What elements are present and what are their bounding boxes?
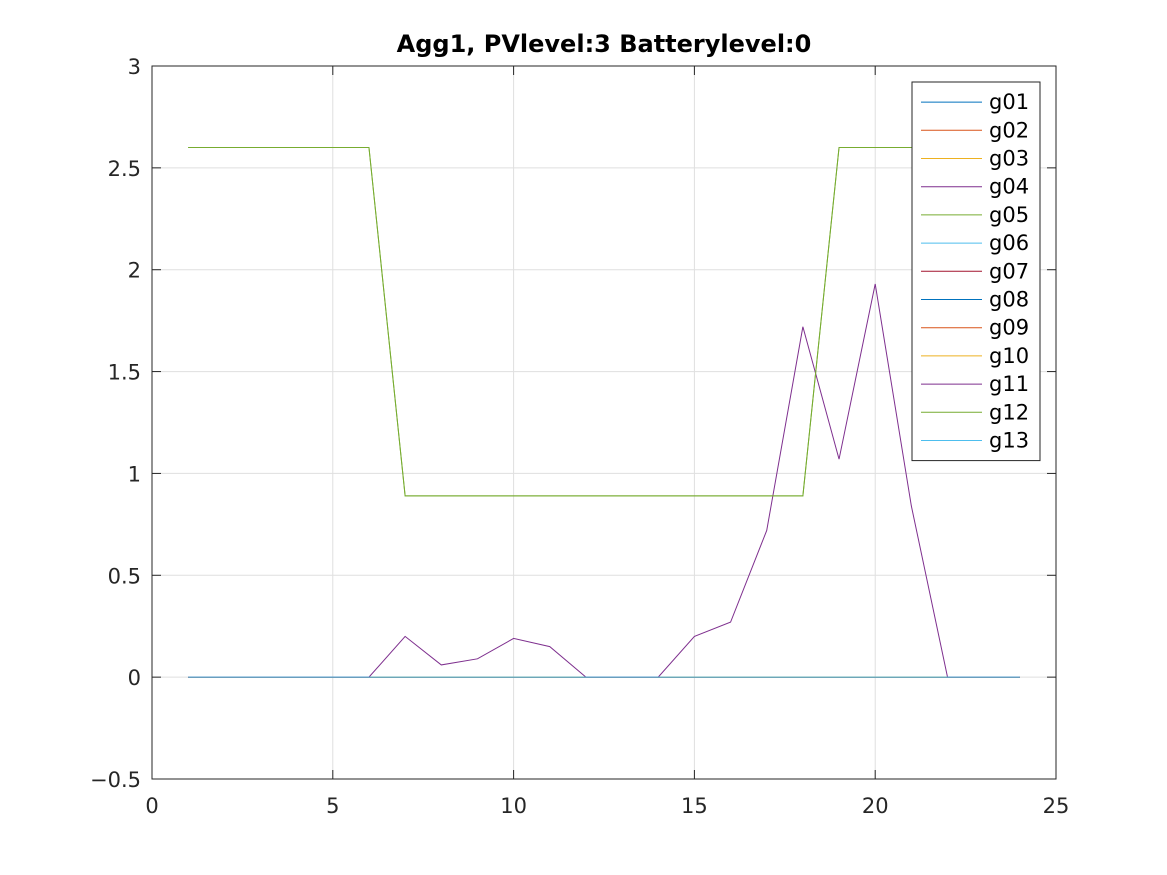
legend-label-g10: g10 [989,344,1029,368]
y-tick-label: 3 [128,55,141,79]
axes-box [151,65,1057,780]
legend-label-g04: g04 [989,175,1029,199]
series-lines [188,146,1020,678]
x-tick-label: 25 [1043,794,1070,818]
x-tick-label: 20 [862,794,889,818]
legend-label-g12: g12 [989,400,1029,424]
series-line-g05 [188,146,1020,497]
y-tick-label: 2 [128,259,141,283]
y-tick-label: 0.5 [108,564,141,588]
axes: 0 5 10 15 20 25−0.500.511.522.53 [90,55,1069,818]
y-tick-label: 1.5 [108,361,141,385]
legend-label-g03: g03 [989,147,1029,171]
legend-label-g08: g08 [989,288,1029,312]
x-tick-label: 0 [145,794,158,818]
legend-label-g09: g09 [989,316,1029,340]
legend-label-g11: g11 [989,372,1029,396]
legend-label-g02: g02 [989,118,1029,142]
chart-title: Agg1, PVlevel:3 Batterylevel:0 [397,30,812,58]
legend-label-g06: g06 [989,231,1029,255]
legend-label-g07: g07 [989,259,1029,283]
y-tick-label: −0.5 [90,768,141,792]
x-tick-label: 15 [681,794,708,818]
series-line-g12 [188,146,1020,497]
x-tick-label: 5 [326,794,339,818]
x-tick-label: 10 [500,794,527,818]
legend-label-g01: g01 [989,90,1029,114]
y-tick-label: 0 [128,666,141,690]
legend-label-g13: g13 [989,429,1029,453]
y-tick-label: 1 [128,462,141,486]
legend-label-g05: g05 [989,203,1029,227]
series-line-g11 [188,283,1020,678]
y-tick-label: 2.5 [108,157,141,181]
legend: g01 g02 g03 g04 g05 g06 g07 g08 g09 g10 g11 g12 g13 [911,81,1041,462]
